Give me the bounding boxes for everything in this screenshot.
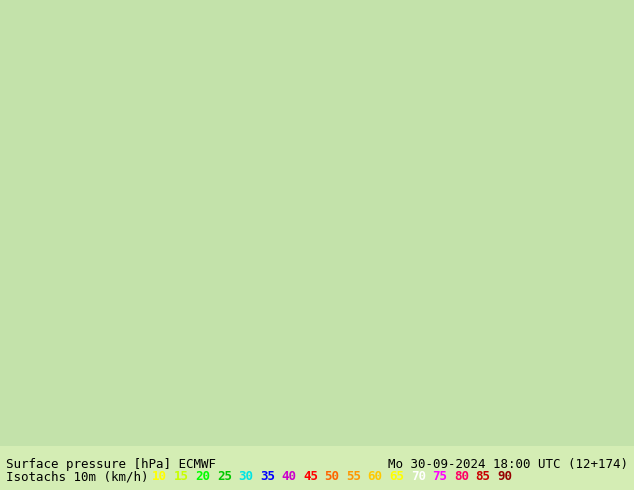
Text: 30: 30 xyxy=(238,470,254,483)
Text: 10: 10 xyxy=(152,470,167,483)
Text: Isotachs 10m (km/h): Isotachs 10m (km/h) xyxy=(6,470,157,483)
Text: 25: 25 xyxy=(217,470,232,483)
Text: 85: 85 xyxy=(476,470,491,483)
Text: Mo 30-09-2024 18:00 UTC (12+174): Mo 30-09-2024 18:00 UTC (12+174) xyxy=(387,458,628,471)
Text: 20: 20 xyxy=(195,470,210,483)
Text: 45: 45 xyxy=(303,470,318,483)
Text: 60: 60 xyxy=(368,470,383,483)
Text: 15: 15 xyxy=(174,470,189,483)
Text: 65: 65 xyxy=(389,470,404,483)
Text: 40: 40 xyxy=(281,470,297,483)
Text: 35: 35 xyxy=(260,470,275,483)
Text: 50: 50 xyxy=(325,470,340,483)
Text: 70: 70 xyxy=(411,470,426,483)
Text: 75: 75 xyxy=(432,470,448,483)
Text: Surface pressure [hPa] ECMWF: Surface pressure [hPa] ECMWF xyxy=(6,458,216,471)
Text: 55: 55 xyxy=(346,470,361,483)
Text: 80: 80 xyxy=(454,470,469,483)
Text: 90: 90 xyxy=(497,470,512,483)
